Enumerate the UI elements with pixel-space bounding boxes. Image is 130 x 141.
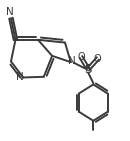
Text: S: S	[84, 63, 92, 76]
Text: N: N	[68, 56, 76, 66]
Text: O: O	[77, 52, 85, 62]
Text: N: N	[6, 7, 14, 17]
Text: O: O	[94, 54, 102, 64]
Text: N: N	[16, 72, 24, 82]
